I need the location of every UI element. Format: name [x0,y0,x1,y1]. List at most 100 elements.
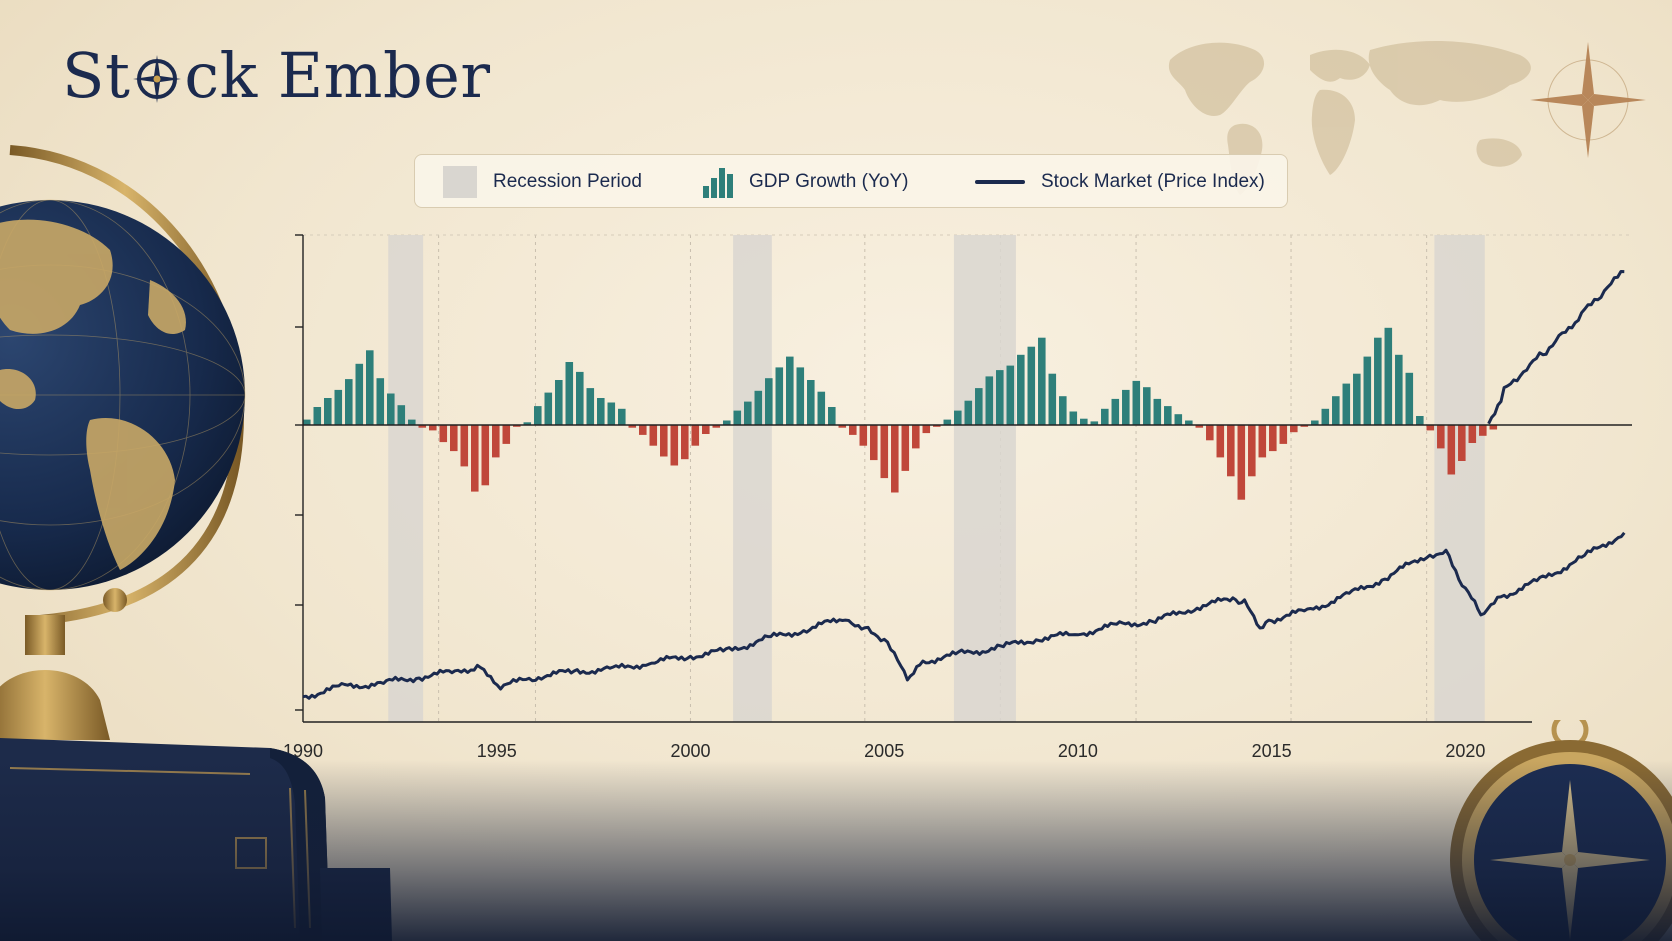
gdp-bar-113 [1489,425,1498,430]
gdp-bar-8 [387,393,395,425]
gdp-bar-66 [996,370,1004,425]
gdp-bar-27 [586,388,595,425]
gdp-bar-73 [1069,411,1078,425]
bottom-vignette [0,760,1672,941]
gdp-bar-100 [1353,373,1361,425]
gdp-bar-105 [1405,372,1414,425]
gdp-bar-0 [303,419,311,425]
x-tick-label-5: 2015 [1252,741,1292,761]
gdp-bar-74 [1080,418,1088,425]
gdp-bar-5 [355,363,364,425]
gdp-bar-28 [597,398,605,425]
gdp-bar-13 [439,425,448,443]
gdp-bar-44 [765,378,773,425]
gdp-bar-80 [1143,387,1151,425]
gdp-bar-92 [1269,425,1277,452]
stock-lines [302,270,1626,700]
gdp-bar-49 [817,391,826,425]
gdp-bar-22 [534,406,542,425]
gdp-bar-67 [1006,365,1015,425]
gdp-bar-52 [849,425,857,435]
gdp-bar-91 [1258,425,1267,458]
brand-logo: St ck Ember [62,36,490,116]
gdp-bar-102 [1374,337,1382,425]
gdp-bar-64 [975,388,983,425]
gdp-bar-21 [523,422,532,425]
x-tick-label-1: 1995 [477,741,517,761]
gdp-bar-78 [1122,389,1130,425]
gdp-bar-34 [660,425,668,457]
gdp-bar-65 [985,376,994,425]
legend-recession: Recession Period [443,155,642,209]
gdp-bar-104 [1395,354,1403,425]
gdp-bar-71 [1048,373,1057,425]
gdp-bar-68 [1017,354,1025,425]
recession-bands [388,235,1485,722]
grid [303,234,1632,722]
gdp-bar-95 [1300,425,1309,427]
gdp-bar-99 [1342,383,1351,425]
gdp-bar-98 [1332,396,1340,425]
gdp-bar-55 [880,425,889,479]
gdp-bar-61 [943,419,952,425]
gdp-bar-33 [649,425,658,446]
gdp-bar-38 [702,425,710,434]
gdp-bar-70 [1038,337,1046,425]
gdp-bar-20 [513,425,521,427]
gdp-bar-23 [544,392,553,425]
gdp-bar-110 [1458,425,1466,461]
gdp-bar-24 [555,380,563,425]
legend-recession-label: Recession Period [493,171,642,192]
gdp-bar-108 [1437,425,1445,449]
gdp-bar-109 [1447,425,1456,475]
gdp-bar-90 [1248,425,1256,477]
gdp-bar-57 [901,425,910,471]
world-map-icon [1168,40,1531,195]
gdp-bar-53 [859,425,868,446]
gdp-bar-54 [870,425,878,461]
gdp-bar-18 [492,425,500,458]
gdp-bar-42 [744,401,752,425]
gdp-bar-19 [502,425,511,444]
gdp-bar-16 [471,425,479,492]
chart-legend: Recession Period GDP Growth (YoY) Stock … [414,154,1288,208]
gdp-bar-6 [366,350,374,425]
gdp-bar-63 [964,400,973,425]
gdp-bar-9 [397,405,406,425]
gdp-bar-10 [408,419,416,425]
gdp-bar-58 [912,425,920,449]
recession-band-2 [953,235,1016,722]
gdp-bar-69 [1027,346,1036,425]
gdp-bar-3 [334,389,343,425]
x-tick-label-4: 2010 [1058,741,1098,761]
gdp-bar-14 [450,425,458,452]
gdp-bar-7 [376,378,385,425]
legend-stock: Stock Market (Price Index) [975,155,1265,209]
compass-rose-icon [133,55,182,103]
gdp-bar-111 [1468,425,1477,443]
recession-band-3 [1434,235,1485,722]
gdp-bar-26 [576,371,584,425]
gdp-bar-81 [1153,398,1162,425]
gdp-bar-41 [733,410,742,425]
gdp-bar-40 [723,420,731,425]
gdp-bar-1 [313,407,322,425]
gdp-bar-4 [345,379,353,425]
gdp-bar-97 [1321,408,1330,425]
gdp-bar-30 [618,408,626,425]
gdp-bar-107 [1426,425,1435,431]
gdp-bar-56 [891,425,899,493]
compass-rose-icon [1530,42,1646,158]
x-tick-label-3: 2005 [864,741,904,761]
gdp-bar-45 [775,367,784,425]
gdp-bar-31 [628,425,637,428]
gdp-bar-112 [1479,425,1487,436]
gdp-bar-60 [933,425,941,427]
gdp-bar-32 [639,425,647,435]
gdp-bar-43 [754,390,763,425]
gdp-bar-88 [1227,425,1235,477]
gdp-bar-84 [1185,420,1193,425]
gdp-bar-72 [1059,396,1067,425]
gdp-bar-94 [1290,425,1298,433]
